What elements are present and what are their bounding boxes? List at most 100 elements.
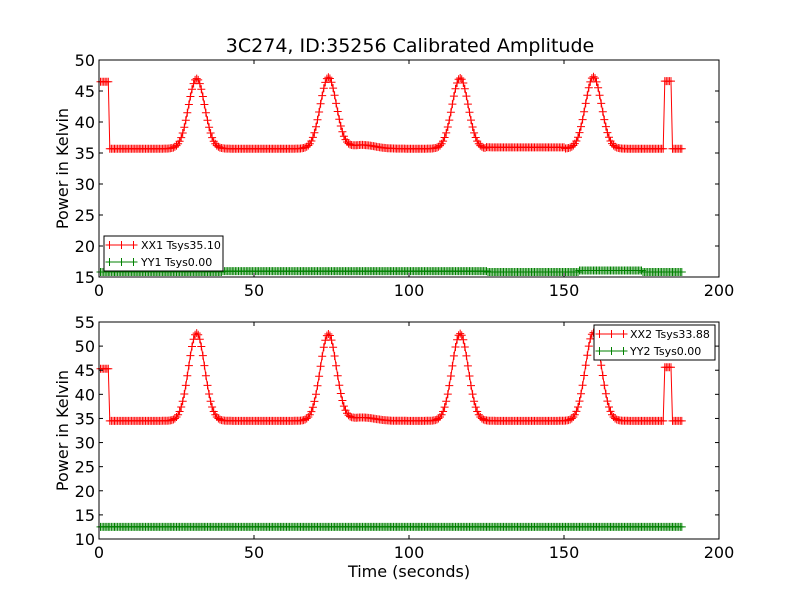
data-point [451,84,460,93]
data-point [457,331,466,340]
data-point [439,407,448,416]
data-point [457,75,466,84]
data-point [443,123,452,131]
data-point [445,381,454,390]
data-point [325,74,334,83]
data-point [591,74,599,83]
data-point [572,407,581,416]
data-point [338,396,347,405]
data-point [572,137,581,145]
data-point [318,352,327,361]
data-point [449,92,458,101]
x-tick-label: 200 [704,281,735,300]
y-tick-label: 20 [75,482,95,501]
data-point [180,390,189,398]
data-point [583,91,592,100]
data-point [600,115,609,124]
data-point [448,361,457,370]
data-point [333,371,342,380]
data-point [451,343,460,351]
data-point [600,381,609,390]
x-tick-label: 50 [244,543,264,562]
data-point [605,403,613,411]
data-point [104,364,113,373]
data-point [324,330,333,338]
data-point [462,351,471,360]
y-tick-label: 55 [75,313,95,332]
data-point [574,133,582,142]
data-point [186,92,195,101]
legend-item-xx1: XX1 Tsys35.10 [105,239,221,252]
data-point [313,381,322,390]
data-point [198,92,207,101]
data-point [316,99,325,108]
legend-marker-yy1 [105,258,138,266]
x-axis-label: Time (seconds) [347,562,470,581]
data-point [471,133,480,142]
bottom-y-axis-label: Power in Kelvin [53,370,72,491]
data-point [183,371,192,380]
data-point [209,407,218,416]
series-points-0-0 [96,72,686,153]
data-point [333,107,342,116]
data-point [446,108,455,117]
data-point [611,142,620,151]
y-tick-label: 45 [75,82,95,101]
data-point [440,133,449,142]
data-point [318,91,327,100]
data-point [465,372,474,380]
data-point [595,91,604,100]
data-point [316,362,325,371]
data-point [312,122,320,131]
data-point [177,133,186,142]
y-tick-label: 45 [75,361,95,380]
series-points-1-0 [96,328,686,425]
data-point [184,100,193,109]
data-point [175,137,184,146]
data-point [203,116,212,125]
data-point [183,108,192,117]
legend-label-xx2: XX2 Tsys33.88 [630,328,710,341]
data-point [603,128,612,137]
data-point [578,115,587,124]
data-point [578,381,587,390]
legend-marker-yy2 [595,347,628,355]
data-point [184,361,193,370]
data-point [181,116,190,125]
x-tick-label: 150 [549,543,580,562]
data-point [195,79,204,88]
bottom-series-group [96,328,686,531]
legend-marker-xx1 [105,241,138,249]
y-tick-label: 50 [75,51,95,70]
top-subplot: 3C274, ID:35256 Calibrated Amplitude 0 50… [53,35,734,300]
data-point [584,342,593,351]
x-tick-label: 100 [394,281,425,300]
data-point [465,108,474,117]
data-point [304,141,313,150]
data-point [205,123,214,132]
data-point [570,410,579,419]
data-point [581,99,590,108]
data-point [197,342,206,351]
x-tick-label: 200 [704,543,735,562]
data-point [584,83,593,92]
data-point [598,371,607,380]
data-point [667,363,675,372]
data-point [315,108,324,116]
data-point [205,390,214,398]
data-point [677,144,686,153]
legend-label-yy2: YY2 Tsys0.00 [629,345,701,358]
data-point [445,116,454,125]
x-tick-label: 50 [244,281,264,300]
y-tick-label: 35 [75,144,95,163]
data-point [195,335,204,344]
y-tick-label: 25 [75,206,95,225]
data-point [659,416,668,425]
data-point [329,84,338,93]
legend-item-yy2: YY2 Tsys0.00 [595,345,701,358]
data-point [307,407,316,416]
data-point [201,108,210,117]
data-point [200,361,209,370]
data-point [104,77,113,86]
data-point [589,72,598,81]
